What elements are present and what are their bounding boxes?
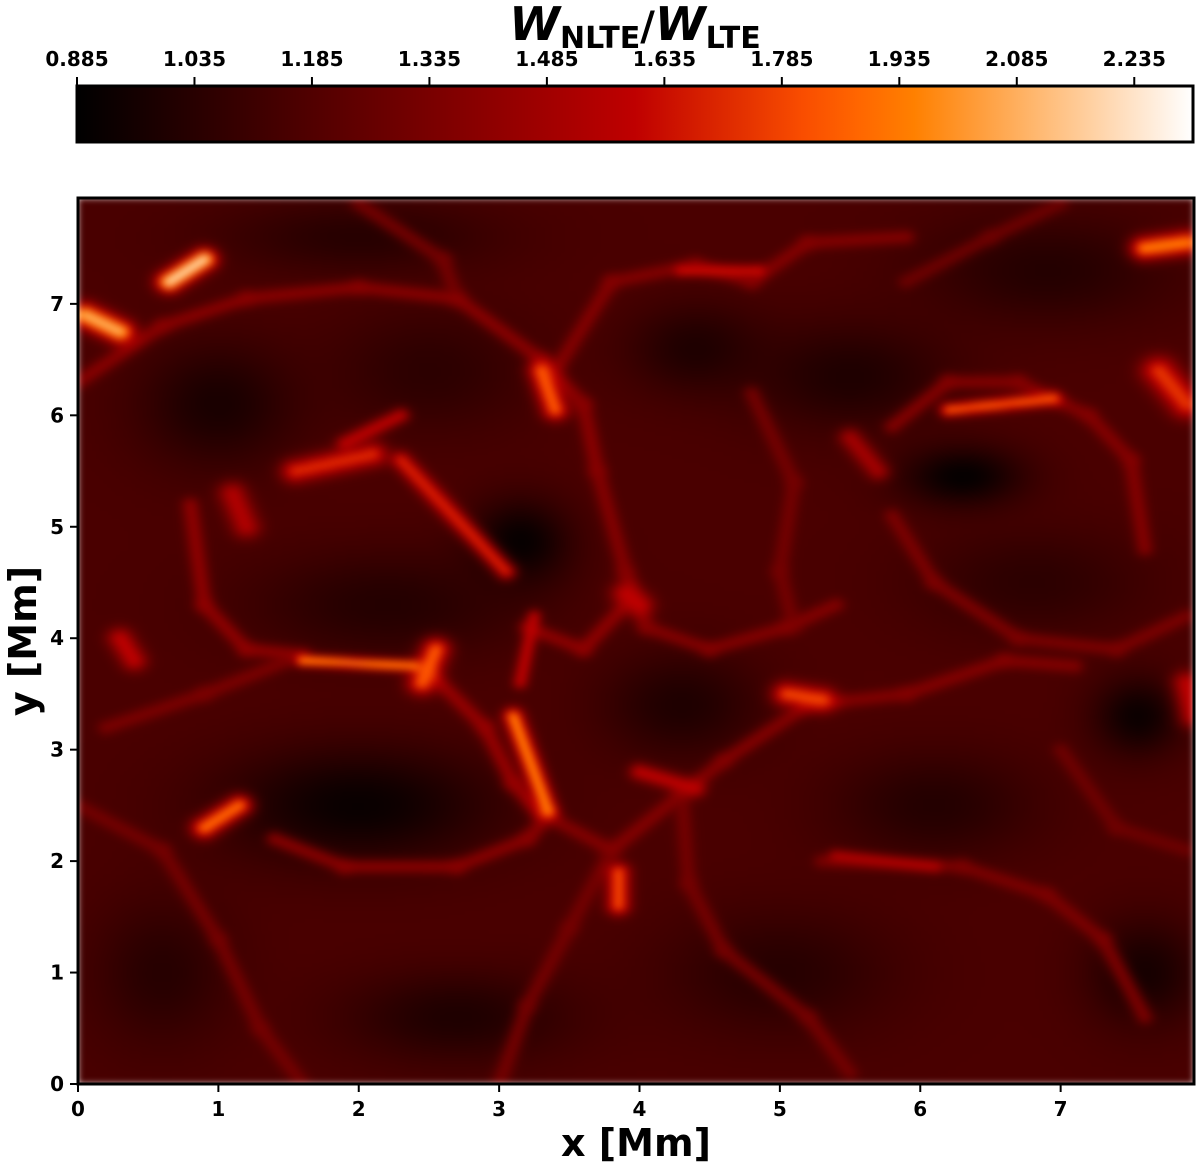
colorbar-title-sub1: NLTE: [560, 21, 640, 56]
colorbar-tick-label: 0.885: [45, 47, 108, 71]
y-tick-label: 4: [50, 626, 64, 650]
y-axis-label: y [Mm]: [1, 566, 45, 716]
y-tick-label: 2: [50, 849, 64, 873]
y-tick-label: 0: [50, 1072, 64, 1096]
y-axis-ticks: 0 1 2 3 4 5 6 7: [50, 292, 78, 1096]
colorbar-tick-label: 1.035: [163, 47, 226, 71]
heatmap-image: [78, 198, 1194, 1084]
x-tick-label: 7: [1054, 1097, 1068, 1121]
y-tick-label: 1: [50, 961, 64, 985]
heatmap-plot-area: [78, 198, 1194, 1084]
x-axis-label: x [Mm]: [561, 1121, 711, 1165]
colorbar-tick-label: 2.085: [985, 47, 1048, 71]
plot-frame: [76, 196, 1196, 1086]
colorbar-title: WNLTE/WLTE: [509, 0, 760, 56]
y-tick-label: 5: [50, 515, 64, 539]
colorbar-tick-label: 2.235: [1103, 47, 1166, 71]
colorbar-ticks: 0.885 1.035 1.185 1.335 1.485 1.635 1.785 1.935…: [45, 47, 1166, 86]
colorbar: [75, 84, 1195, 144]
colorbar-tick-label: 1.635: [633, 47, 696, 71]
colorbar-title-w1: W: [509, 0, 562, 51]
x-tick-label: 5: [773, 1097, 787, 1121]
colorbar-title-sub2: LTE: [706, 21, 761, 56]
x-tick-label: 4: [633, 1097, 647, 1121]
x-tick-label: 1: [211, 1097, 225, 1121]
colorbar-tick-label: 1.485: [515, 47, 578, 71]
x-tick-label: 2: [352, 1097, 366, 1121]
y-tick-label: 3: [50, 738, 64, 762]
colorbar-tick-label: 1.335: [398, 47, 461, 71]
x-tick-label: 6: [913, 1097, 927, 1121]
colorbar-tick-label: 1.785: [750, 47, 813, 71]
y-tick-label: 6: [50, 403, 64, 427]
y-tick-label: 7: [50, 292, 64, 316]
colorbar-tick-label: 1.185: [280, 47, 343, 71]
colorbar-title-w2: W: [655, 0, 708, 51]
x-axis-ticks: 0 1 2 3 4 5 6 7: [71, 1084, 1068, 1121]
x-tick-label: 0: [71, 1097, 85, 1121]
colorbar-title-slash: /: [640, 4, 655, 50]
x-tick-label: 3: [492, 1097, 506, 1121]
colorbar-tick-label: 1.935: [868, 47, 931, 71]
